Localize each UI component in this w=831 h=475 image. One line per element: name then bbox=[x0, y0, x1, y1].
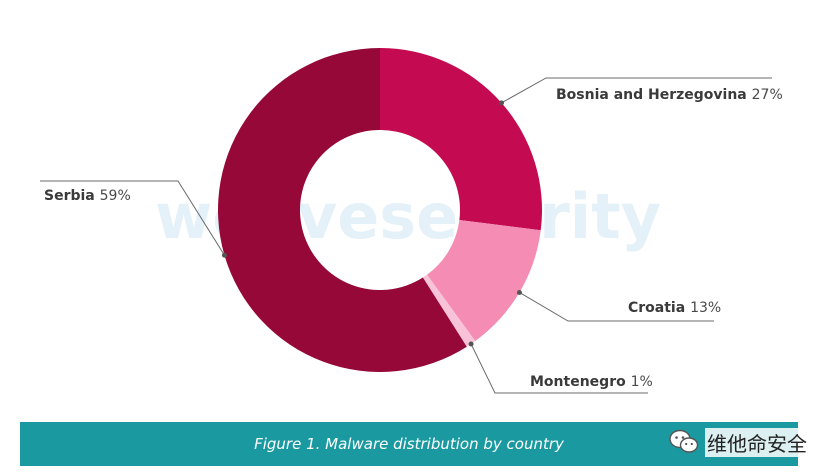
wechat-badge: 维他命安全 bbox=[669, 426, 809, 458]
slice-label-percent: 13% bbox=[690, 300, 721, 316]
slice-label-name: Croatia bbox=[628, 300, 690, 316]
leader-line bbox=[40, 180, 225, 256]
slice-label: Croatia 13% bbox=[628, 300, 721, 316]
slice-bosnia-and-herzegovina bbox=[380, 48, 542, 231]
leader-dot bbox=[516, 289, 522, 295]
slice-labels: Bosnia and Herzegovina 27% Croatia 13% Mon… bbox=[44, 87, 783, 390]
wechat-account-name: 维他命安全 bbox=[705, 427, 809, 457]
figure-caption-bar: Figure 1. Malware distribution by countr… bbox=[20, 422, 798, 466]
leader-dot bbox=[499, 100, 505, 106]
leader-line bbox=[501, 77, 772, 104]
slice-label-name: Serbia bbox=[44, 188, 100, 204]
slice-label-name: Montenegro bbox=[530, 374, 631, 390]
slice-label: Bosnia and Herzegovina 27% bbox=[556, 87, 783, 103]
slice-label-percent: 59% bbox=[100, 188, 131, 204]
slice-label: Montenegro 1% bbox=[530, 374, 653, 390]
slice-label-percent: 1% bbox=[631, 374, 653, 390]
label-leaders bbox=[40, 77, 772, 394]
leader-line bbox=[470, 343, 648, 394]
slice-label-percent: 27% bbox=[752, 87, 783, 103]
slice-label-name: Bosnia and Herzegovina bbox=[556, 87, 752, 103]
leader-line bbox=[519, 292, 714, 322]
figure-caption: Figure 1. Malware distribution by countr… bbox=[254, 435, 564, 453]
leader-dot bbox=[468, 341, 474, 347]
slice-serbia bbox=[218, 48, 467, 372]
donut-slices bbox=[218, 48, 542, 372]
slice-montenegro bbox=[422, 274, 476, 347]
slice-label: Serbia 59% bbox=[44, 188, 131, 204]
leader-dot bbox=[221, 252, 227, 258]
slice-croatia bbox=[427, 220, 541, 342]
wechat-icon bbox=[669, 429, 699, 453]
